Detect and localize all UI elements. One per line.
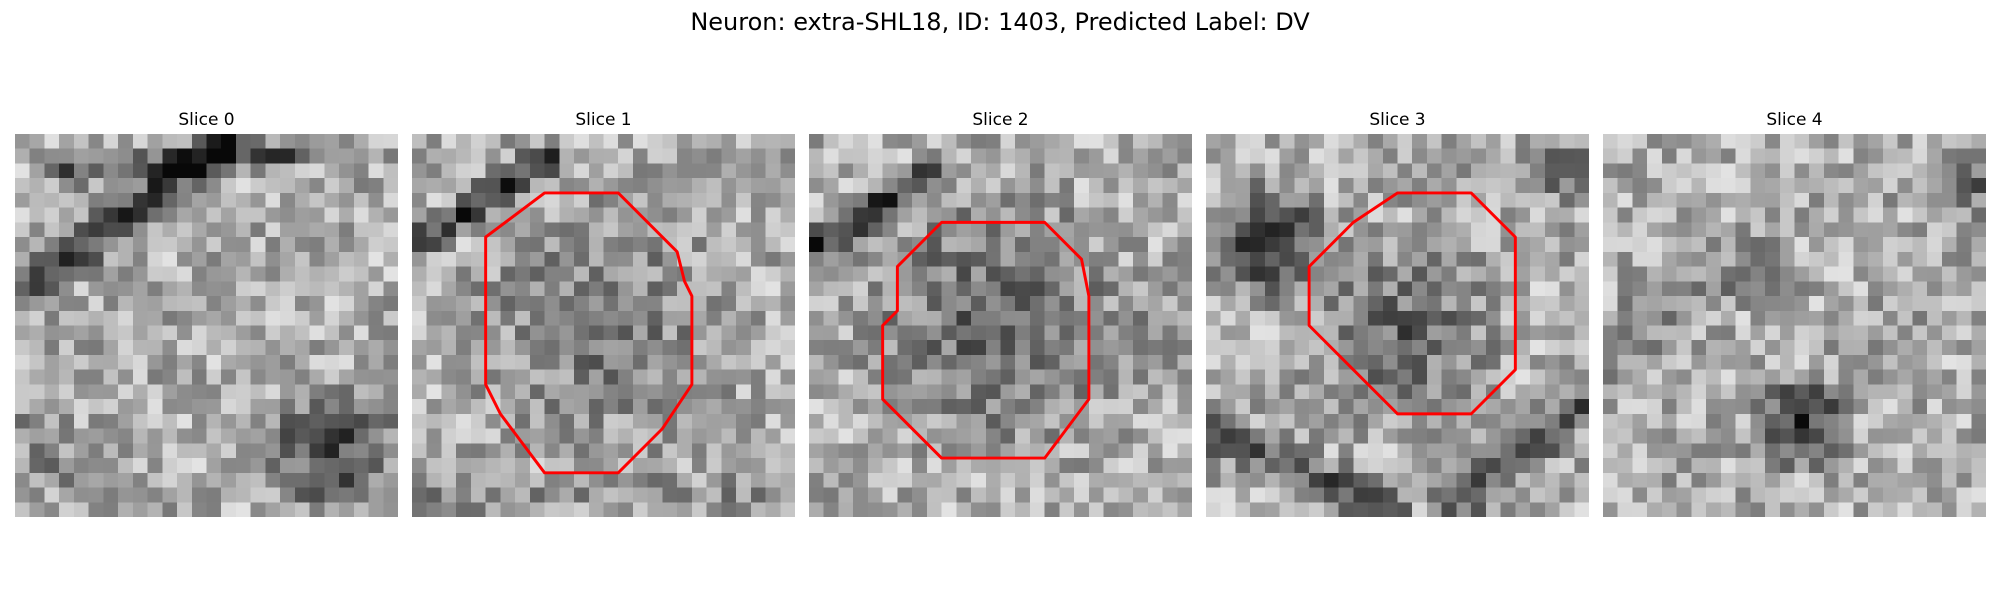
- slice-panel-0: Slice 0: [15, 110, 398, 517]
- slice-panel-4: Slice 4: [1603, 110, 1986, 517]
- neuron-contour: [881, 220, 1091, 460]
- slice-panel-2: Slice 2: [809, 110, 1192, 517]
- slice-title-4: Slice 4: [1766, 110, 1823, 130]
- slice-title-3: Slice 3: [1369, 110, 1426, 130]
- slice-panel-3: Slice 3: [1206, 110, 1589, 517]
- slice-title-0: Slice 0: [178, 110, 235, 130]
- neuron-contour: [484, 191, 694, 475]
- slice-panel-1: Slice 1: [412, 110, 795, 517]
- slice-title-2: Slice 2: [972, 110, 1029, 130]
- neuron-contour: [1307, 191, 1517, 416]
- slice-image-3: [1206, 134, 1589, 517]
- slice-image-2: [809, 134, 1192, 517]
- slice-image-4: [1603, 134, 1986, 517]
- figure-title: Neuron: extra-SHL18, ID: 1403, Predicted…: [690, 8, 1310, 36]
- slice-image-1: [412, 134, 795, 517]
- slice-title-1: Slice 1: [575, 110, 632, 130]
- slice-image-0: [15, 134, 398, 517]
